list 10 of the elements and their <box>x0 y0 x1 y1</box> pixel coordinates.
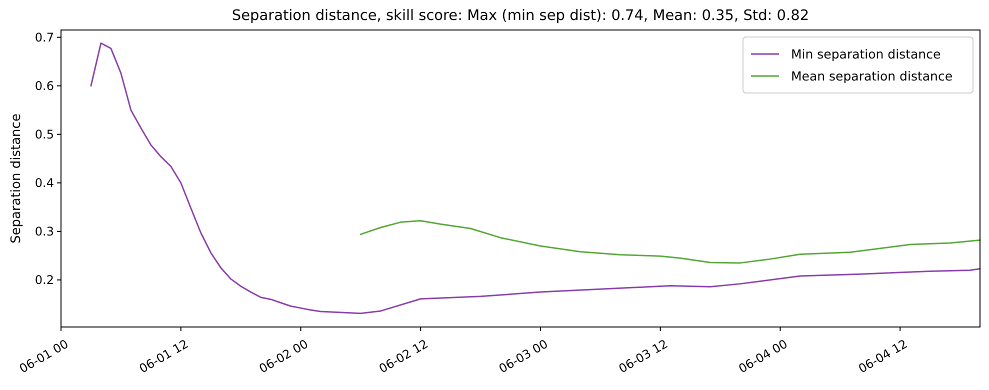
y-tick-label: 0.7 <box>34 30 54 44</box>
y-tick-label: 0.3 <box>34 224 54 239</box>
y-tick-label: 0.4 <box>34 176 54 190</box>
y-tick-label: 0.5 <box>34 128 54 142</box>
chart-title: Separation distance, skill score: Max (min sep dist): 0.74, Mean: 0.35, Std: 0.82 <box>232 8 810 24</box>
y-axis-title: Separation distance <box>9 114 24 244</box>
y-tick-label: 0.6 <box>34 79 54 94</box>
legend-label: Min separation distance <box>791 46 941 62</box>
legend-label: Mean separation distance <box>791 68 953 84</box>
y-tick-label: 0.2 <box>34 273 54 288</box>
